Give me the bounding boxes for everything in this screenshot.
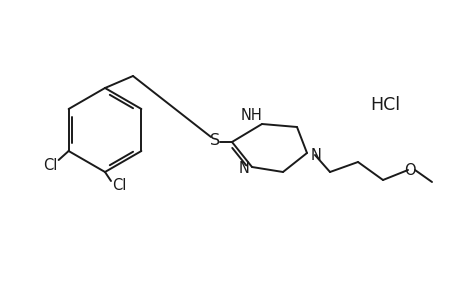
Text: HCl: HCl: [369, 96, 399, 114]
Text: N: N: [310, 148, 321, 163]
Text: S: S: [209, 133, 219, 148]
Text: O: O: [403, 163, 415, 178]
Text: N: N: [238, 160, 249, 175]
Text: NH: NH: [241, 107, 262, 122]
Text: Cl: Cl: [43, 158, 58, 172]
Text: Cl: Cl: [112, 178, 126, 194]
